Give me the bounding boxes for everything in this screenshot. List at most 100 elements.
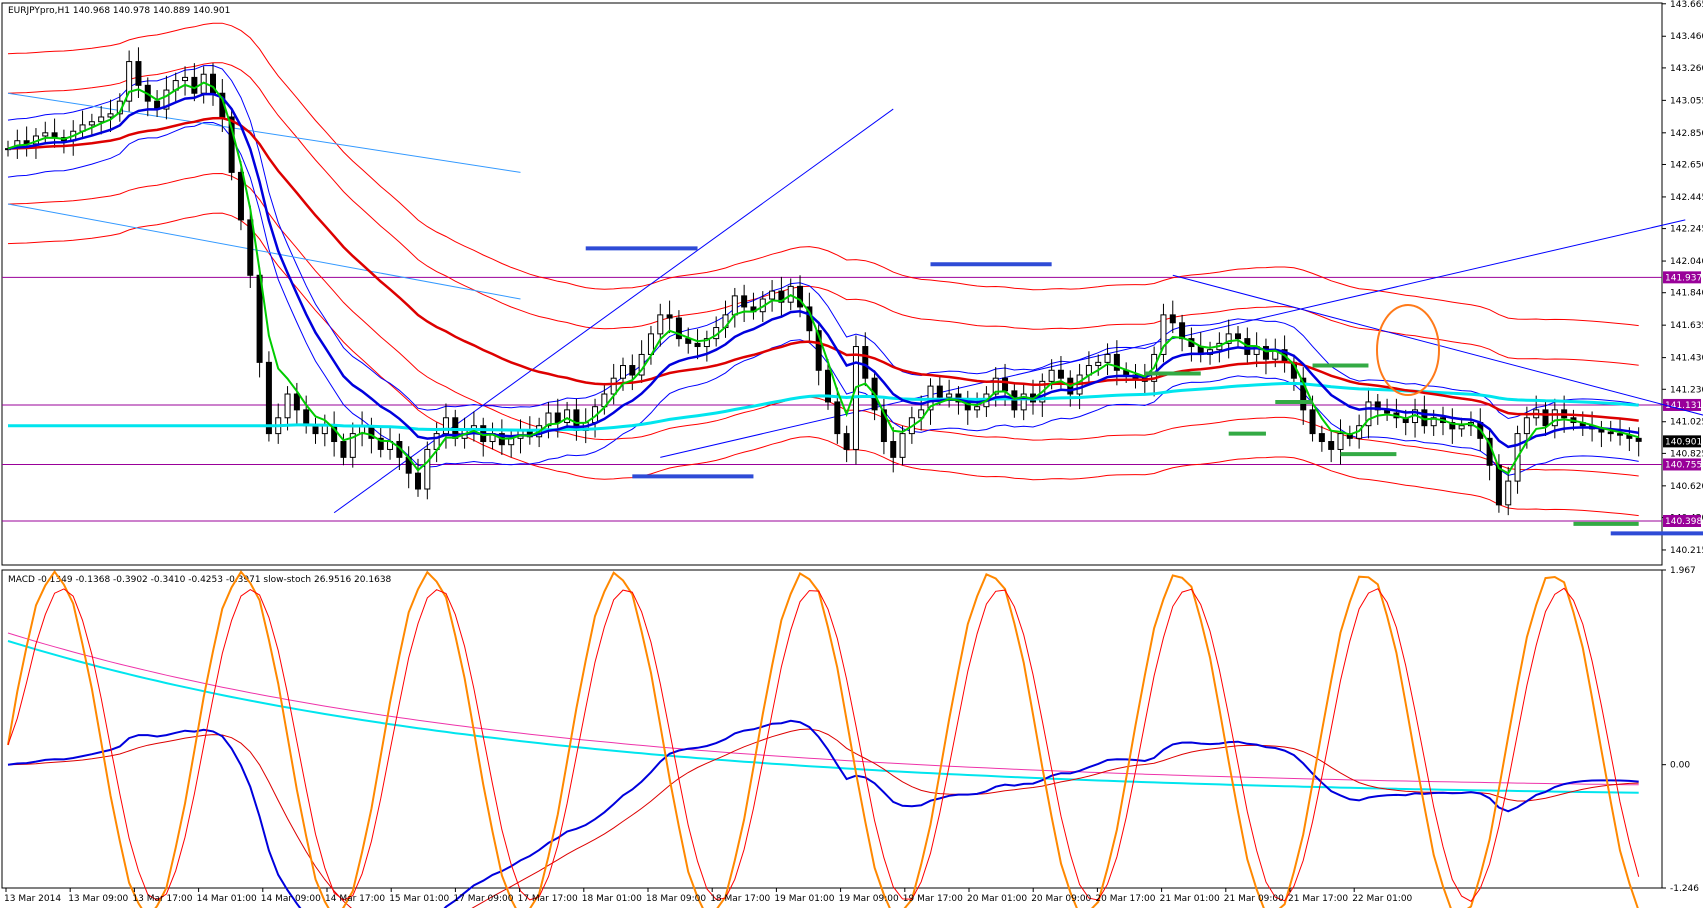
x-tick-label: 14 Mar 01:00	[197, 894, 257, 904]
y-tick-label: 143.460	[1670, 32, 1703, 42]
y-tick-label: 143.055	[1670, 96, 1703, 106]
y-tick-label: 141.025	[1670, 418, 1703, 428]
candle-body	[228, 116, 235, 173]
x-tick-label: 13 Mar 2014	[4, 894, 61, 904]
macd-long-line	[7, 640, 1639, 794]
level-tag	[1663, 398, 1701, 411]
current-price-label: 140.901	[1665, 437, 1702, 447]
candle-body	[1104, 353, 1111, 363]
candle-body	[415, 472, 421, 490]
candle-body	[237, 171, 244, 221]
envelope-band-1	[7, 22, 1639, 327]
x-tick-label: 21 Mar 17:00	[1288, 894, 1348, 904]
level-tag	[1663, 458, 1701, 471]
candle-body	[1328, 441, 1335, 450]
candle-body	[126, 61, 133, 102]
level-label: 141.131	[1665, 401, 1702, 411]
candle-body	[293, 393, 300, 411]
candle-body	[564, 409, 571, 424]
x-tick-label: 20 Mar 01:00	[967, 894, 1027, 904]
x-tick-label: 21 Mar 09:00	[1224, 894, 1284, 904]
candle-body	[843, 433, 850, 450]
macd-tick-label: -1.246	[1670, 884, 1699, 894]
candle-body	[1095, 361, 1102, 367]
candle-body	[1365, 401, 1372, 427]
candle-body	[675, 317, 682, 340]
candle-body	[1235, 333, 1241, 340]
candle-body	[1607, 431, 1614, 435]
ma-mid-line	[7, 92, 1639, 449]
macd-tick-label: 0.00	[1670, 761, 1690, 771]
level-tag	[1663, 271, 1701, 284]
candle-body	[1635, 437, 1642, 442]
candle-body	[554, 412, 561, 424]
x-tick-label: 21 Mar 01:00	[1160, 894, 1220, 904]
y-tick-label: 141.635	[1670, 321, 1703, 331]
candle-body	[936, 385, 943, 398]
candle-body	[303, 409, 310, 427]
candle-body	[880, 409, 887, 443]
candle-body	[1495, 464, 1502, 506]
macd-signal-line	[7, 728, 1639, 912]
candle-body	[545, 412, 552, 427]
current-price-tag	[1663, 435, 1701, 448]
y-tick-label: 143.260	[1670, 64, 1703, 74]
highlight-circle	[1376, 304, 1440, 396]
y-tick-label: 140.215	[1670, 546, 1703, 556]
candle-body	[312, 425, 319, 435]
stoch-k-line	[7, 569, 1640, 912]
level-tag	[1663, 514, 1701, 527]
candle-body	[284, 393, 291, 419]
x-tick-label: 18 Mar 09:00	[646, 894, 706, 904]
candle-body	[825, 369, 831, 403]
candle-body	[1179, 322, 1186, 340]
candle-body	[731, 295, 738, 316]
y-tick-label: 140.620	[1670, 482, 1703, 492]
candle-body	[694, 342, 701, 348]
candle-body	[340, 441, 347, 458]
candle-body	[1057, 369, 1064, 379]
x-tick-label: 22 Mar 01:00	[1352, 894, 1412, 904]
trendline-1	[660, 219, 1686, 458]
candle-body	[1542, 409, 1549, 427]
candle-body	[321, 425, 328, 435]
candle-body	[834, 401, 841, 435]
candle-body	[974, 406, 981, 411]
candle-body	[247, 219, 254, 276]
x-tick-label: 19 Mar 01:00	[774, 894, 834, 904]
candle-body	[98, 116, 105, 123]
y-tick-label: 143.665	[1670, 0, 1703, 10]
ma-long-line	[8, 381, 1639, 432]
candle-body	[741, 295, 748, 308]
candle-body	[191, 76, 198, 94]
candle-body	[992, 377, 999, 395]
trendline-2	[1172, 274, 1703, 416]
candle-body	[1262, 346, 1269, 360]
envelope-band-3	[7, 212, 1639, 517]
x-tick-label: 20 Mar 17:00	[1095, 894, 1155, 904]
y-tick-label: 141.430	[1670, 354, 1703, 364]
chart-header: EURJPYpro,H1 140.968 140.978 140.889 140…	[8, 6, 230, 16]
level-label: 141.937	[1665, 273, 1702, 283]
candle-body	[1309, 409, 1316, 435]
bollinger-band-0	[7, 64, 1639, 420]
candle-body	[1523, 417, 1530, 435]
level-label: 140.755	[1665, 460, 1702, 470]
macd-magenta-line	[7, 632, 1639, 786]
candle-body	[1300, 377, 1307, 411]
y-tick-label: 142.040	[1670, 257, 1703, 267]
envelope-band-0	[7, 62, 1639, 366]
candle-body	[1002, 377, 1009, 392]
candle-body	[1617, 433, 1624, 436]
candle-body	[890, 441, 897, 458]
price-pane-frame	[1, 2, 1663, 566]
x-tick-label: 19 Mar 17:00	[903, 894, 963, 904]
candle-body	[1169, 314, 1176, 324]
candle-body	[1318, 433, 1325, 443]
x-tick-label: 14 Mar 17:00	[325, 894, 385, 904]
y-tick-label: 140.825	[1670, 449, 1703, 459]
y-tick-label: 142.445	[1670, 193, 1703, 203]
macd-header: MACD -0.1349 -0.1368 -0.3902 -0.3410 -0.…	[8, 575, 392, 585]
